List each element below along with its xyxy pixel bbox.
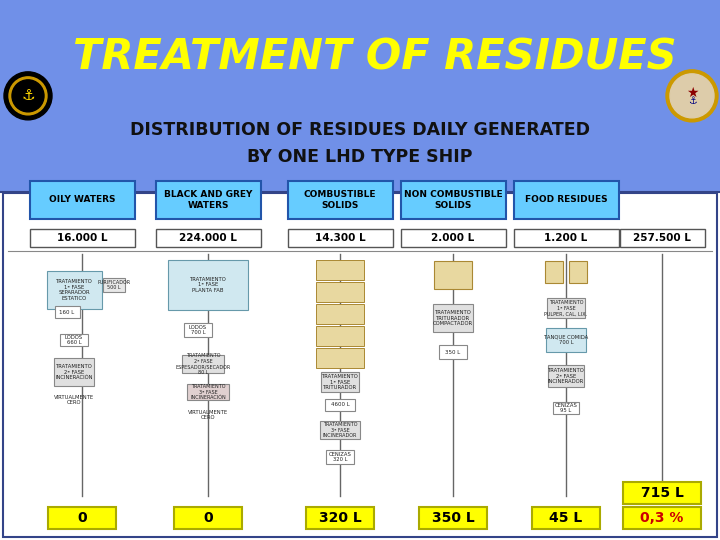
Circle shape [670, 74, 714, 118]
Text: 320 L: 320 L [319, 511, 361, 525]
Text: 0,3 %: 0,3 % [640, 511, 684, 525]
Bar [3, 193, 717, 537]
Bar [30, 229, 135, 247]
Text: DISTRIBUTION OF RESIDUES DAILY GENERATED: DISTRIBUTION OF RESIDUES DAILY GENERATED [130, 122, 590, 139]
Text: TRATAMIENTO
1ª FASE
TRITURADOR: TRATAMIENTO 1ª FASE TRITURADOR [322, 374, 359, 390]
Text: 2.000 L: 2.000 L [431, 233, 474, 243]
Bar [316, 282, 364, 302]
Text: 350 L: 350 L [431, 511, 474, 525]
Text: TRATAMIENTO
2ª FASE
INCINERACIÓN: TRATAMIENTO 2ª FASE INCINERACIÓN [55, 364, 93, 380]
Bar [321, 372, 359, 392]
Bar [433, 304, 473, 332]
Text: 257.500 L: 257.500 L [633, 233, 691, 243]
Bar [316, 348, 364, 368]
Text: 45 L: 45 L [549, 511, 582, 525]
Bar [325, 399, 355, 411]
Text: 1.200 L: 1.200 L [544, 233, 588, 243]
Text: 0: 0 [203, 511, 213, 525]
Text: TRATAMIENTO
3ª FASE
INCINERADOR: TRATAMIENTO 3ª FASE INCINERADOR [323, 422, 357, 438]
Bar [316, 326, 364, 346]
Circle shape [9, 77, 47, 115]
Text: TRATAMIENTO
1ª FASE
PULPER, CAL, LIX.: TRATAMIENTO 1ª FASE PULPER, CAL, LIX. [544, 300, 588, 316]
Circle shape [666, 70, 718, 122]
Text: TRATAMIENTO
2ª FASE
INCINERADOR: TRATAMIENTO 2ª FASE INCINERADOR [548, 368, 585, 384]
Text: LODOS
660 L: LODOS 660 L [65, 335, 83, 346]
Text: VIRTUALMENTE
CERO: VIRTUALMENTE CERO [188, 410, 228, 421]
Text: 224.000 L: 224.000 L [179, 233, 237, 243]
Bar [287, 181, 392, 219]
Bar [184, 323, 212, 337]
Bar [326, 450, 354, 464]
Bar [400, 181, 505, 219]
Bar [0, 0, 720, 192]
Bar [168, 260, 248, 310]
Text: 0: 0 [77, 511, 87, 525]
Bar [187, 384, 229, 400]
Bar [419, 507, 487, 529]
Bar [0, 192, 720, 540]
Bar [553, 402, 579, 414]
Bar [55, 306, 79, 318]
Bar [48, 507, 116, 529]
Text: CENIZAS
95 L: CENIZAS 95 L [554, 403, 577, 414]
Bar [156, 181, 261, 219]
Text: BLACK AND GREY
WATERS: BLACK AND GREY WATERS [164, 190, 252, 210]
Bar [434, 261, 472, 289]
Bar [103, 278, 125, 292]
Text: 16.000 L: 16.000 L [57, 233, 107, 243]
Bar [546, 328, 586, 352]
Bar [532, 507, 600, 529]
Bar [547, 298, 585, 318]
Bar [30, 181, 135, 219]
Text: FOOD RESIDUES: FOOD RESIDUES [525, 195, 607, 205]
Text: COMBUSTIBLE
SOLIDS: COMBUSTIBLE SOLIDS [304, 190, 377, 210]
Bar [439, 345, 467, 359]
Text: TRATAMIENTO
1ª FASE
SEPARADOR
ESTATICO: TRATAMIENTO 1ª FASE SEPARADOR ESTATICO [55, 279, 92, 301]
Text: OILY WATERS: OILY WATERS [49, 195, 115, 205]
Text: NON COMBUSTIBLE
SOLIDS: NON COMBUSTIBLE SOLIDS [404, 190, 503, 210]
Bar [548, 365, 584, 387]
Text: ⚓: ⚓ [21, 89, 35, 103]
Text: 4600 L: 4600 L [330, 402, 349, 408]
Text: 715 L: 715 L [641, 486, 683, 500]
Bar [619, 229, 704, 247]
Text: CENIZAS
320 L: CENIZAS 320 L [328, 451, 351, 462]
Bar [54, 358, 94, 386]
Circle shape [12, 80, 44, 112]
Bar [60, 334, 88, 346]
Text: TANQUE COMIDA
700 L: TANQUE COMIDA 700 L [544, 335, 588, 346]
Text: ★: ★ [685, 86, 698, 100]
Text: 14.300 L: 14.300 L [315, 233, 365, 243]
Bar [316, 304, 364, 324]
Bar [623, 482, 701, 504]
Text: LODOS
700 L: LODOS 700 L [189, 325, 207, 335]
Bar [320, 421, 360, 439]
Text: 160 L: 160 L [59, 309, 75, 314]
Text: TRATAMIENTO
2ª FASE
ESPESADOR/SECADOR
80 L: TRATAMIENTO 2ª FASE ESPESADOR/SECADOR 80… [176, 353, 230, 375]
Text: TRATAMIENTO
3ª FASE
INCINERACIÓN: TRATAMIENTO 3ª FASE INCINERACIÓN [190, 384, 226, 400]
Text: TRATAMIENTO
TRITURADOR
COMPACTADOR: TRATAMIENTO TRITURADOR COMPACTADOR [433, 310, 473, 326]
Bar [306, 507, 374, 529]
Text: VIRTUALMENTE
CERO: VIRTUALMENTE CERO [54, 395, 94, 406]
Bar [182, 355, 224, 373]
Text: ⚓: ⚓ [688, 96, 696, 106]
Bar [400, 229, 505, 247]
Text: BY ONE LHD TYPE SHIP: BY ONE LHD TYPE SHIP [247, 148, 473, 166]
Circle shape [4, 72, 52, 120]
Bar [569, 261, 587, 283]
Text: PURIFICADOR
500 L: PURIFICADOR 500 L [97, 280, 130, 291]
Bar [545, 261, 563, 283]
Bar [156, 229, 261, 247]
Bar [316, 260, 364, 280]
Text: TREATMENT OF RESIDUES: TREATMENT OF RESIDUES [73, 37, 677, 78]
Bar [513, 229, 618, 247]
Bar [174, 507, 242, 529]
Text: 350 L: 350 L [446, 349, 461, 354]
Bar [47, 271, 102, 309]
Bar [513, 181, 618, 219]
Bar [287, 229, 392, 247]
Bar [623, 507, 701, 529]
Text: TRATAMIENTO
1ª FASE
PLANTA FAB: TRATAMIENTO 1ª FASE PLANTA FAB [189, 276, 226, 293]
